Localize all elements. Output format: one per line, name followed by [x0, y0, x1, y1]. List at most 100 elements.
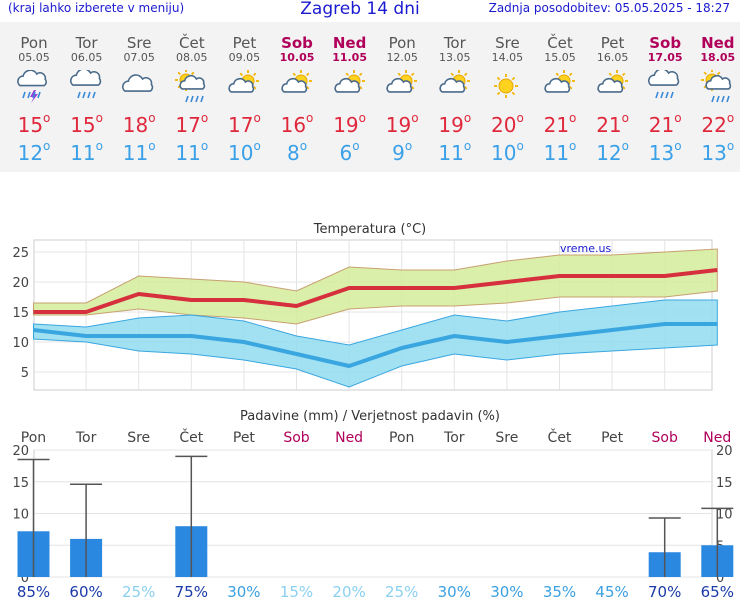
cloud-shape [69, 68, 101, 86]
day-column: Sob 17.05 21o 13o [639, 22, 691, 165]
day-date: 12.05 [386, 51, 418, 64]
x-category-label: Pet [233, 430, 256, 446]
day-date: 05.05 [18, 51, 50, 64]
location-menu-note[interactable]: (kraj lahko izberete v meniju) [8, 1, 185, 15]
degree-sign: o [726, 111, 735, 125]
chart-title: Padavine (mm) / Verjetnost padavin (%) [240, 409, 500, 424]
sun-ray [621, 86, 626, 90]
min-temp: 6o [339, 139, 360, 165]
precip-probability-label: 75% [175, 583, 208, 600]
rain-drop [665, 91, 669, 99]
max-temp: 21o [543, 111, 577, 137]
min-temp: 12o [596, 139, 629, 165]
sun-ray [292, 72, 296, 76]
day-date: 09.05 [228, 51, 261, 64]
x-category-label: Tor [75, 430, 97, 446]
cloud-shape [597, 78, 623, 93]
rain-cloud-icon [639, 68, 691, 104]
cloud-shape [439, 78, 465, 93]
header-bar: (kraj lahko izberete v meniju) Zagreb 14… [0, 0, 740, 22]
y-tick-label: 20 [12, 276, 29, 291]
weather-icon-graphic [439, 70, 470, 93]
max-temp: 16o [280, 111, 314, 137]
day-name: Ned [332, 34, 367, 52]
watermark: vreme.us [560, 242, 612, 255]
degree-sign: o [95, 111, 103, 125]
degree-sign: o [621, 139, 629, 153]
partly-cloudy-icon [281, 70, 312, 93]
day-date: 13.05 [439, 51, 471, 64]
day-column: Tor 06.05 15o 11o [61, 22, 113, 165]
partly-cloudy-icon [271, 70, 323, 104]
degree-sign: o [43, 111, 51, 125]
max-temp: 21o [648, 111, 682, 137]
sun-ray [716, 71, 721, 75]
day-date: 11.05 [332, 51, 367, 64]
min-temp: 8o [286, 139, 308, 165]
max-temp: 17o [175, 111, 209, 137]
max-temp: 15o [70, 111, 103, 137]
x-category-label: Ned [335, 430, 363, 446]
precip-probability-label: 25% [122, 583, 155, 600]
day-date: 06.05 [70, 51, 103, 64]
partly-cloudy-icon [228, 70, 260, 93]
sun-ray [358, 86, 363, 90]
precip-probability-label: 35% [543, 583, 576, 600]
min-temp: 11o [175, 139, 209, 165]
degree-sign: o [253, 111, 261, 125]
day-name: Sob [281, 34, 313, 52]
rain-cloud-icon [61, 68, 113, 104]
degree-sign: o [463, 111, 472, 125]
max-temp: 15o [17, 111, 51, 137]
weather-icon-graphic [597, 70, 628, 93]
degree-sign: o [148, 139, 156, 153]
max-temp: 20o [490, 111, 524, 137]
rain-cloud-icon [69, 68, 101, 99]
cloud-shape [334, 78, 360, 93]
degree-sign: o [352, 139, 360, 153]
max-temp: 17o [227, 111, 261, 137]
day-date: 15.05 [544, 51, 576, 64]
weather-icon-graphic [69, 68, 101, 99]
x-category-label: Pet [601, 430, 624, 446]
min-temp: 12o [17, 139, 51, 165]
day-date: 17.05 [647, 51, 683, 64]
y-tick-label-left: 10 [12, 508, 29, 523]
rain-drop [81, 91, 86, 99]
rain-drop [27, 91, 31, 99]
y-tick-label-right: 15 [716, 476, 733, 491]
weather-icon-graphic [281, 70, 312, 93]
degree-sign: o [95, 139, 103, 153]
rain-drop [716, 95, 720, 103]
cloud-shape [17, 69, 47, 87]
sun-rain-cloud-icon [700, 69, 731, 103]
day-date: 18.05 [700, 51, 736, 64]
rain-drop [185, 95, 189, 103]
day-column: Sre 14.05 20o 10o [481, 22, 533, 165]
sun-ray [306, 72, 310, 76]
degree-sign: o [404, 139, 413, 153]
y-tick-label-left: 0 [21, 571, 29, 586]
cloud-shape [544, 78, 571, 93]
precip-probability-label: 85% [17, 583, 50, 600]
rain-drop [726, 95, 730, 103]
day-column: Pet 16.05 21o 12o [587, 22, 639, 165]
partly-cloudy-icon [429, 70, 481, 104]
min-temp-band [33, 299, 718, 388]
y-tick-label: 5 [21, 366, 29, 381]
rain-cloud-icon [648, 68, 680, 99]
min-temp: 10o [490, 139, 524, 165]
day-column: Pet 09.05 17o 10o [218, 22, 270, 165]
cloud-shape [281, 78, 308, 93]
rain-drop [721, 95, 725, 103]
degree-sign: o [463, 139, 472, 153]
y-tick-label-right: 0 [716, 571, 724, 586]
sun-ray [397, 72, 402, 76]
precip-probability-label: 65% [701, 583, 734, 600]
sun-rain-cloud-icon [174, 69, 205, 103]
x-category-label: Sre [495, 430, 518, 446]
weather-icon-graphic [700, 69, 731, 103]
precipitation-chart: Padavine (mm) / Verjetnost padavin (%) Po… [12, 409, 734, 600]
min-temp-line [33, 322, 718, 368]
